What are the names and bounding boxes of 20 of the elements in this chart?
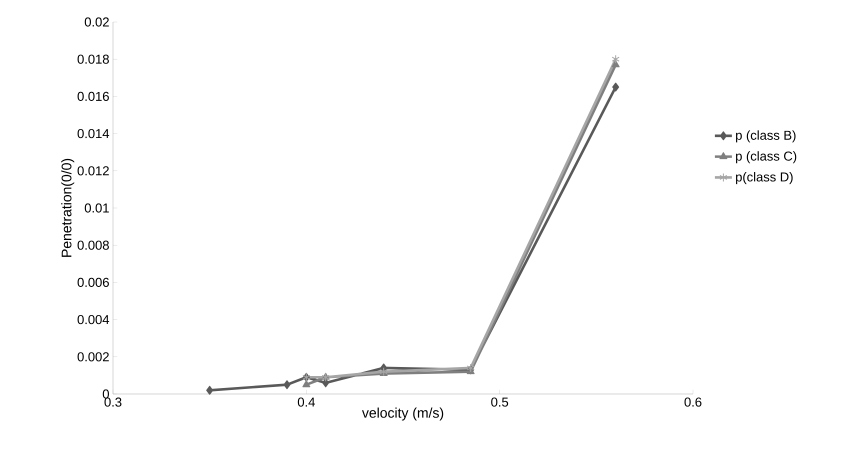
y-tick-label: 0.006 (78, 278, 109, 287)
legend-label: p (class B) (736, 130, 796, 142)
y-tick-label: 0.01 (84, 203, 109, 213)
y-tick-label: 0.004 (78, 315, 110, 324)
y-tick-label: 0.014 (78, 129, 110, 138)
legend-label: p (class C) (736, 151, 796, 164)
x-tick-label: 0.4 (298, 398, 315, 407)
y-tick-label: 0.008 (78, 240, 109, 250)
x-axis-title: velocity (m/s) (362, 408, 444, 421)
x-tick-label: 0.3 (104, 398, 122, 407)
legend-label: p(class D) (736, 172, 793, 184)
y-tick-label: 0.012 (78, 166, 109, 176)
y-tick-label: 0.002 (78, 352, 109, 362)
y-tick-label: 0.018 (78, 54, 109, 64)
x-tick-label: 0.5 (491, 398, 508, 407)
x-tick-label: 0.6 (684, 398, 702, 407)
y-tick-label: 0.02 (84, 17, 109, 27)
y-tick-label: 0 (102, 389, 109, 399)
y-tick-label: 0.016 (78, 92, 109, 101)
y-axis-title: Penetration(0/0) (61, 158, 74, 257)
